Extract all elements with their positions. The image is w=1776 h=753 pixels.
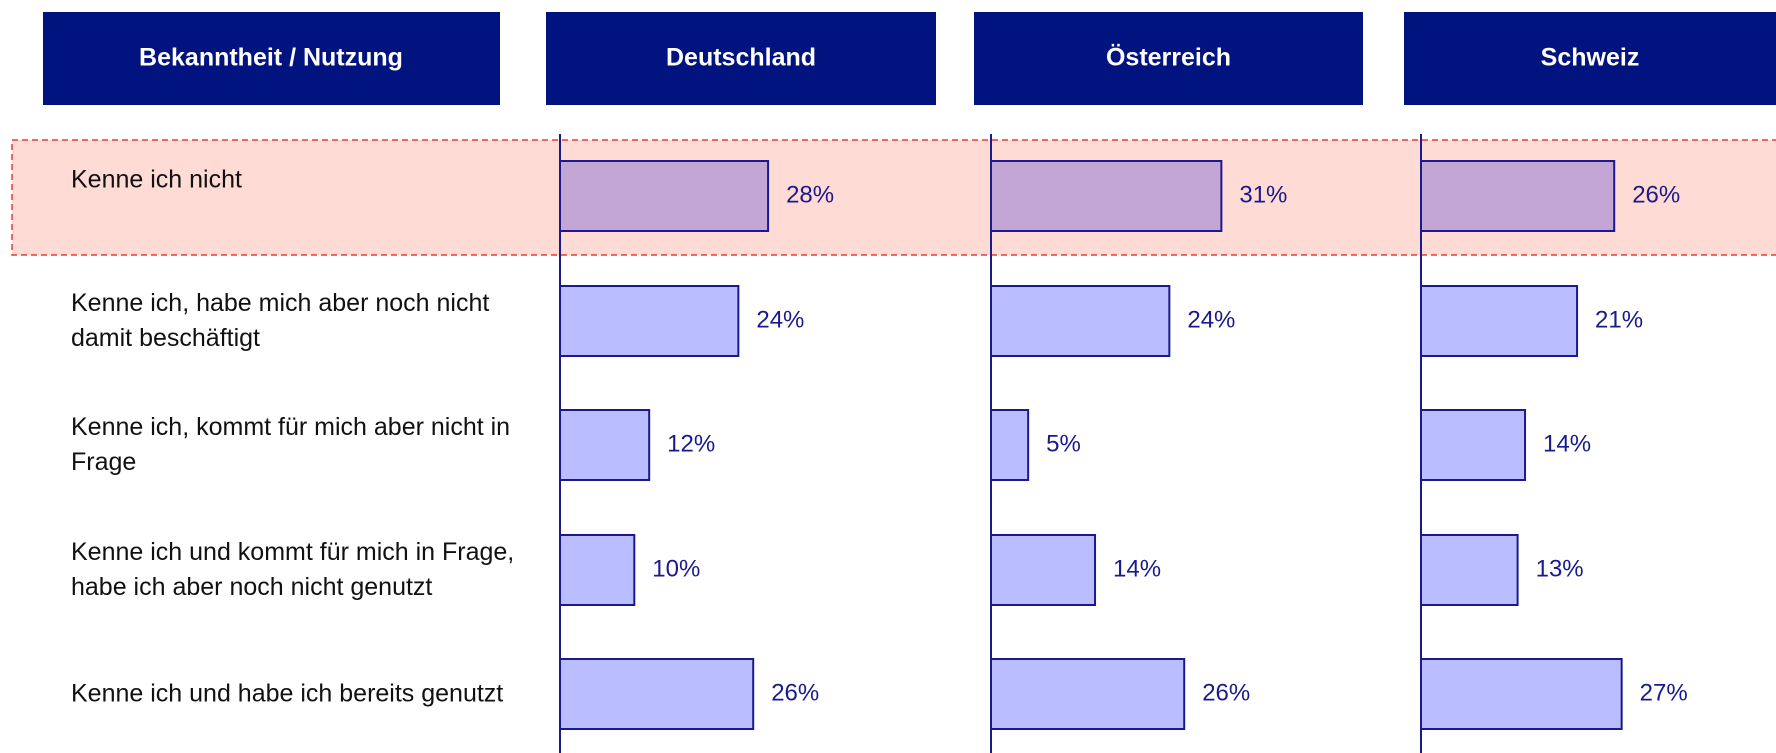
bar <box>1420 534 1519 606</box>
value-label: 14% <box>1113 555 1161 582</box>
value-label: 5% <box>1046 430 1081 457</box>
value-label: 27% <box>1640 679 1688 706</box>
header-box <box>43 12 500 105</box>
bar <box>559 160 770 232</box>
bar <box>1420 160 1616 232</box>
value-label: 21% <box>1595 306 1643 333</box>
value-label: 12% <box>667 430 715 457</box>
value-label: 28% <box>786 181 834 208</box>
value-label: 14% <box>1543 430 1591 457</box>
value-label: 10% <box>652 555 700 582</box>
bar <box>1420 658 1623 730</box>
bar <box>990 658 1186 730</box>
bar <box>990 409 1030 481</box>
bar <box>559 658 755 730</box>
category-label: Kenne ich, kommt für mich aber nicht in … <box>71 413 511 476</box>
bar <box>1420 285 1579 357</box>
series-name: Deutschland <box>666 44 816 72</box>
value-label: 31% <box>1239 181 1287 208</box>
value-label: 26% <box>771 679 819 706</box>
category-header: Bekanntheit / Nutzung <box>139 44 403 72</box>
category-label: Kenne ich und habe ich bereits genutzt <box>71 679 504 708</box>
bar <box>1420 409 1527 481</box>
category-label: Kenne ich nicht <box>71 165 242 194</box>
panel-header <box>1404 12 1776 105</box>
value-label: 26% <box>1202 679 1250 706</box>
category-label: Kenne ich und kommt für mich in Frage, h… <box>71 538 515 601</box>
bar <box>990 160 1223 232</box>
bar <box>559 409 651 481</box>
value-label: 24% <box>756 306 804 333</box>
value-label: 26% <box>1632 181 1680 208</box>
series-name: Schweiz <box>1541 44 1640 72</box>
value-label: 24% <box>1187 306 1235 333</box>
bar <box>990 285 1171 357</box>
bar <box>559 534 636 606</box>
series-name: Österreich <box>1106 43 1231 72</box>
panel-header <box>974 12 1363 105</box>
category-label: Kenne ich, habe mich aber noch nicht dam… <box>71 289 490 352</box>
value-label: 13% <box>1536 555 1584 582</box>
bar <box>559 285 740 357</box>
bar <box>990 534 1097 606</box>
panel-header <box>546 12 936 105</box>
